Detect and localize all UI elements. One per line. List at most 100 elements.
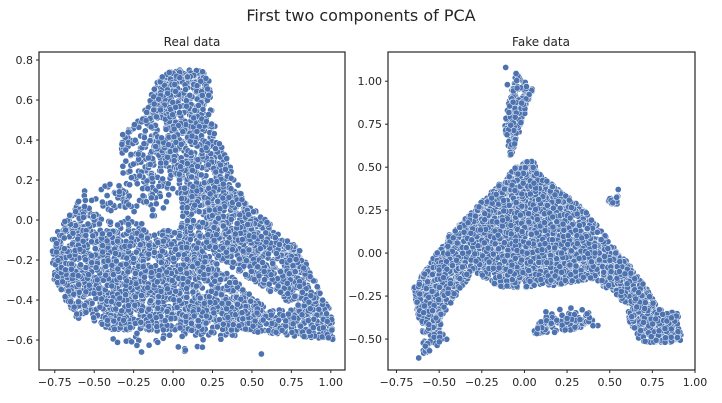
data-point [173, 303, 181, 311]
data-point [208, 120, 215, 128]
data-point [125, 220, 132, 228]
data-point [147, 194, 155, 202]
data-point [265, 280, 273, 288]
data-point [145, 341, 153, 349]
data-point [289, 320, 297, 328]
data-point [199, 343, 206, 351]
data-point [205, 293, 213, 301]
data-point [202, 319, 210, 327]
data-point [75, 198, 82, 205]
data-point [198, 92, 206, 99]
y-tick-label: −0.4 [6, 294, 33, 307]
data-point [237, 295, 245, 303]
data-point [206, 298, 214, 306]
data-point [145, 305, 153, 313]
data-point [247, 297, 255, 305]
data-point [166, 331, 173, 339]
data-point [76, 245, 84, 253]
data-point [260, 268, 268, 275]
data-point [203, 238, 211, 246]
data-point [73, 310, 81, 318]
data-point [159, 175, 166, 183]
data-point [193, 82, 201, 90]
data-point [202, 75, 210, 82]
data-point [188, 132, 196, 140]
data-point [82, 232, 90, 239]
data-point [188, 173, 195, 181]
data-point [294, 301, 302, 309]
data-point [274, 282, 282, 290]
data-point [215, 316, 223, 324]
x-tick-label: −0.75 [38, 376, 72, 389]
data-point [217, 276, 224, 283]
data-point [123, 277, 131, 285]
data-point [158, 73, 166, 81]
data-point [81, 203, 88, 210]
data-point [298, 311, 306, 319]
data-point [245, 290, 253, 298]
data-point [290, 314, 298, 322]
data-point [305, 328, 313, 335]
data-point [151, 231, 158, 239]
data-point [257, 233, 265, 240]
data-point [155, 95, 163, 103]
data-point [140, 140, 148, 148]
data-point [155, 182, 163, 190]
data-point [145, 241, 153, 249]
data-point [115, 188, 123, 196]
data-point [138, 292, 145, 299]
data-point [104, 257, 112, 265]
x-tick-label: 0.00 [161, 376, 186, 389]
data-point [249, 322, 257, 330]
data-point [154, 298, 162, 306]
data-point [250, 233, 258, 241]
data-point [127, 151, 135, 158]
data-point [286, 256, 294, 264]
data-point [232, 279, 239, 286]
data-point [131, 121, 138, 128]
data-point [114, 221, 121, 229]
data-point [292, 256, 300, 263]
data-point [263, 218, 271, 226]
data-point [170, 296, 178, 304]
figure-title: First two components of PCA [246, 6, 475, 25]
data-point [296, 283, 304, 290]
data-point [145, 250, 153, 258]
data-point [116, 294, 124, 302]
data-point [227, 185, 235, 193]
data-point [126, 242, 134, 250]
data-point [195, 208, 203, 216]
data-point [90, 213, 98, 220]
data-point [125, 302, 132, 309]
data-point [179, 128, 187, 136]
data-point [159, 334, 167, 342]
data-point [298, 288, 306, 296]
data-point [255, 272, 263, 280]
data-point [138, 232, 145, 240]
data-point [193, 128, 201, 135]
data-point [245, 246, 253, 254]
data-point [231, 230, 239, 238]
data-point [85, 271, 92, 278]
data-point [153, 278, 161, 286]
data-point [141, 134, 148, 141]
data-point [89, 232, 97, 240]
data-point [328, 326, 336, 334]
data-point [84, 220, 92, 228]
data-point [289, 262, 297, 269]
y-tick-label: 0.2 [16, 174, 34, 187]
data-point [132, 320, 139, 327]
data-point [160, 326, 167, 334]
data-point [200, 271, 208, 278]
data-point [160, 204, 167, 212]
plot-frame [38, 51, 346, 371]
data-point [160, 237, 167, 245]
data-point [131, 136, 139, 144]
data-point [191, 201, 199, 209]
data-point [307, 292, 315, 299]
data-point [323, 318, 331, 325]
data-point [146, 312, 154, 320]
y-tick-label: 0.4 [16, 134, 34, 147]
data-point [162, 126, 170, 133]
data-point [124, 268, 132, 276]
